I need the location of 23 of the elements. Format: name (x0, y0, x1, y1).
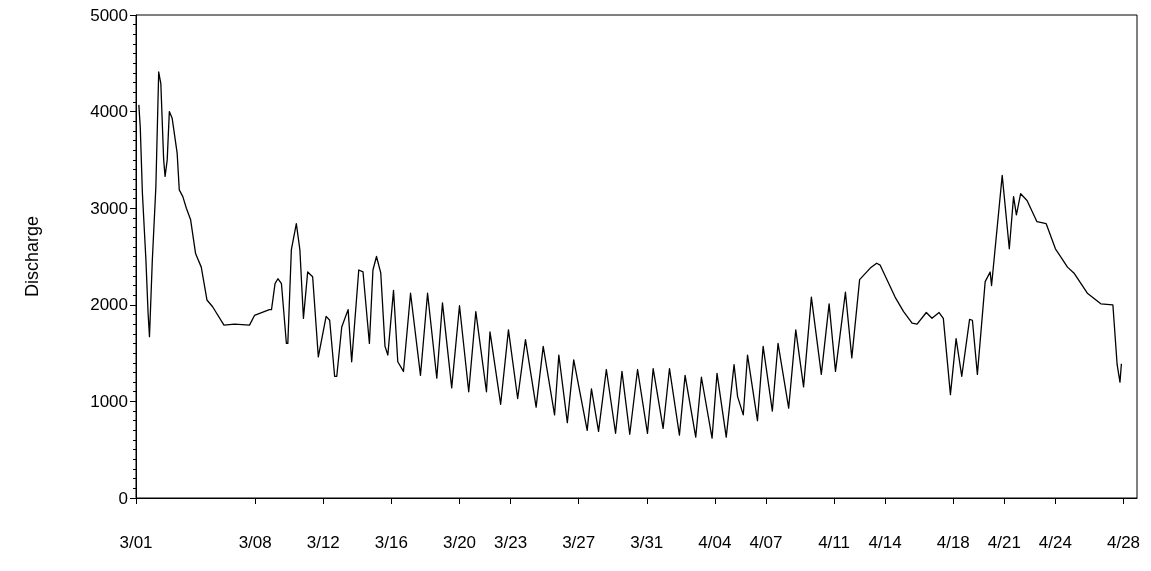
x-tick-label: 3/12 (306, 533, 340, 552)
x-tick-label: 4/04 (698, 533, 732, 552)
x-tick-label: 4/18 (936, 533, 970, 552)
x-tick-label: 4/28 (1106, 533, 1141, 552)
x-tick-label: 4/24 (1038, 533, 1072, 552)
x-tick-label: 3/16 (374, 533, 408, 552)
x-tick-label: 4/07 (749, 533, 783, 552)
x-tick-label: 3/20 (442, 533, 477, 552)
y-tick-label: 4000 (90, 102, 128, 122)
x-tick-label: 3/08 (238, 533, 272, 552)
x-tick-label: 3/31 (630, 533, 664, 552)
x-tick-label: 4/14 (868, 533, 902, 552)
y-axis-title: Discharge (22, 215, 42, 298)
y-tick-label: 1000 (90, 391, 128, 411)
y-tick-label: 5000 (90, 5, 128, 25)
x-tick-label: 3/01 (119, 533, 153, 552)
x-tick-label: 4/11 (818, 533, 850, 552)
x-tick-label: 4/21 (987, 533, 1021, 552)
x-tick-label: 3/27 (562, 533, 596, 552)
y-tick-label: 2000 (90, 295, 128, 315)
y-tick-label: 0 (118, 488, 128, 508)
y-tick-label: 3000 (90, 198, 128, 218)
x-tick-label: 3/23 (494, 533, 528, 552)
